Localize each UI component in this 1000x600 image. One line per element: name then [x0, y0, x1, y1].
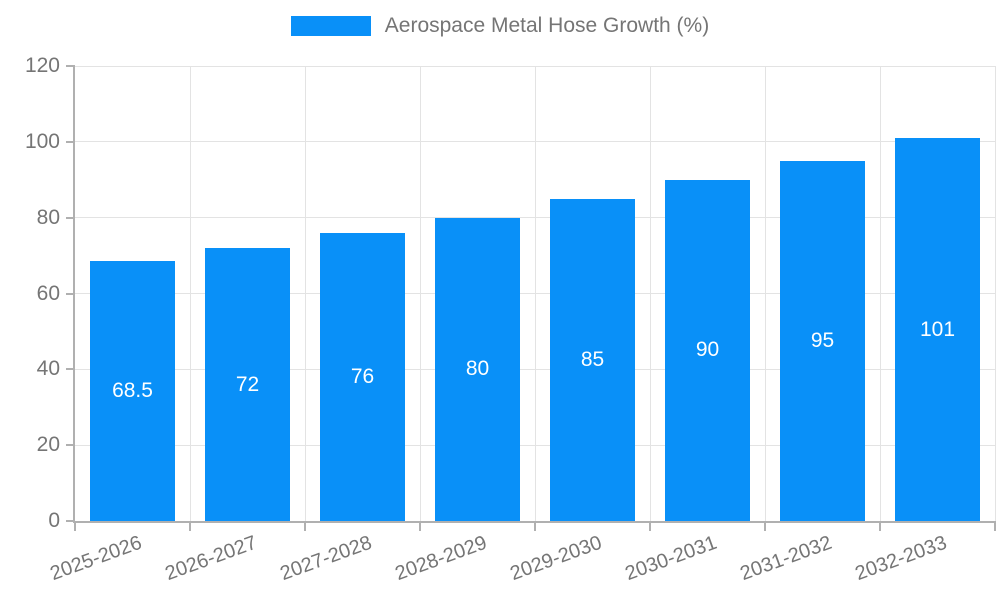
y-axis-tick	[66, 216, 75, 219]
y-axis-label: 40	[36, 357, 60, 381]
legend-label: Aerospace Metal Hose Growth (%)	[384, 14, 710, 37]
bar-value-label: 95	[810, 328, 835, 352]
y-axis-tick	[66, 65, 75, 67]
y-axis-label: 0	[48, 509, 60, 532]
v-gridline	[764, 66, 766, 521]
v-gridline	[534, 66, 536, 521]
x-axis-tick	[994, 521, 996, 531]
y-axis-tick	[66, 140, 75, 143]
bar-value-label: 90	[695, 338, 720, 362]
bar-value-label: 101	[919, 317, 956, 341]
y-axis-tick	[66, 444, 75, 447]
bar-value-label: 76	[350, 364, 375, 388]
legend-swatch	[290, 16, 371, 36]
x-axis-tick	[534, 521, 536, 531]
x-axis-tick	[74, 521, 76, 531]
y-axis-tick	[66, 368, 75, 371]
bar[interactable]: 68.5	[90, 261, 175, 521]
x-axis-tick	[304, 521, 306, 531]
v-gridline	[304, 66, 306, 521]
y-axis-label: 20	[36, 433, 60, 457]
bar[interactable]: 85	[550, 198, 635, 521]
y-axis-tick	[66, 292, 75, 295]
x-axis-tick	[764, 521, 766, 531]
legend-item[interactable]: Aerospace Metal Hose Growth (%)	[0, 14, 1000, 38]
y-axis-line	[73, 66, 75, 521]
x-axis-tick	[189, 521, 191, 531]
bar[interactable]: 90	[665, 179, 750, 521]
bar[interactable]: 76	[320, 232, 405, 521]
bar[interactable]: 101	[895, 138, 980, 521]
x-axis-tick	[419, 521, 421, 531]
bar-value-label: 72	[235, 372, 260, 396]
y-axis-label: 100	[24, 129, 60, 153]
bar-value-label: 80	[465, 357, 490, 381]
v-gridline	[419, 66, 421, 521]
x-axis-tick	[649, 521, 651, 531]
x-axis-tick	[879, 521, 881, 531]
y-axis-label: 80	[36, 205, 60, 229]
y-axis-label: 120	[24, 54, 60, 77]
bar-value-label: 85	[580, 347, 605, 371]
v-gridline	[649, 66, 651, 521]
x-axis-line	[73, 521, 995, 523]
y-axis-tick	[66, 520, 75, 522]
bar[interactable]: 95	[780, 160, 865, 521]
bar[interactable]: 80	[435, 217, 520, 521]
y-axis-label: 60	[36, 281, 60, 305]
bar[interactable]: 72	[205, 248, 290, 521]
v-gridline	[994, 66, 996, 521]
bar-value-label: 68.5	[112, 379, 153, 403]
v-gridline	[879, 66, 881, 521]
v-gridline	[189, 66, 191, 521]
